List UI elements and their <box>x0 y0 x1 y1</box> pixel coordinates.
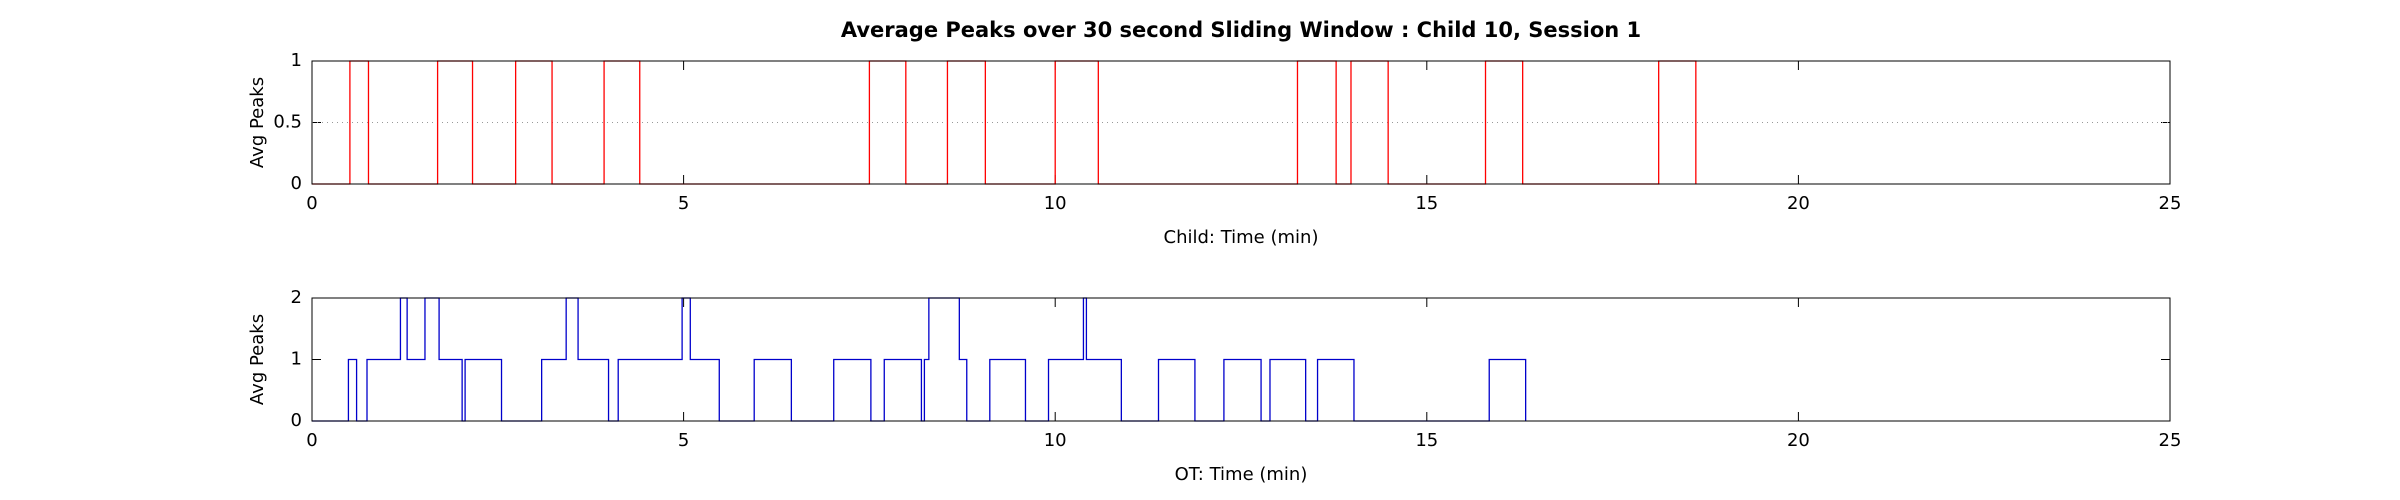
x-tick-label: 5 <box>678 193 689 214</box>
x-tick-label: 10 <box>1044 430 1067 451</box>
y-tick-label: 2 <box>291 287 302 308</box>
x-tick-label: 15 <box>1415 430 1438 451</box>
x-axis-label: Child: Time (min) <box>1164 227 1319 248</box>
x-tick-label: 25 <box>2159 193 2182 214</box>
x-tick-label: 5 <box>678 430 689 451</box>
x-tick-label: 10 <box>1044 193 1067 214</box>
y-axis-label: Avg Peaks <box>247 77 268 168</box>
y-tick-label: 0 <box>291 173 302 194</box>
chart-title: Average Peaks over 30 second Sliding Win… <box>841 18 1641 42</box>
y-tick-label: 0.5 <box>273 112 302 133</box>
x-tick-label: 20 <box>1787 193 1810 214</box>
plot-frame <box>311 60 2171 185</box>
x-tick-label: 25 <box>2159 430 2182 451</box>
y-tick-label: 0 <box>291 410 302 431</box>
y-axis-label: Avg Peaks <box>247 314 268 405</box>
x-tick-label: 20 <box>1787 430 1810 451</box>
plot-frame <box>311 297 2171 422</box>
x-tick-label: 0 <box>306 430 317 451</box>
x-tick-label: 15 <box>1415 193 1438 214</box>
y-tick-label: 1 <box>291 349 302 370</box>
y-tick-label: 1 <box>291 50 302 71</box>
x-tick-label: 0 <box>306 193 317 214</box>
x-axis-label: OT: Time (min) <box>1175 464 1308 485</box>
